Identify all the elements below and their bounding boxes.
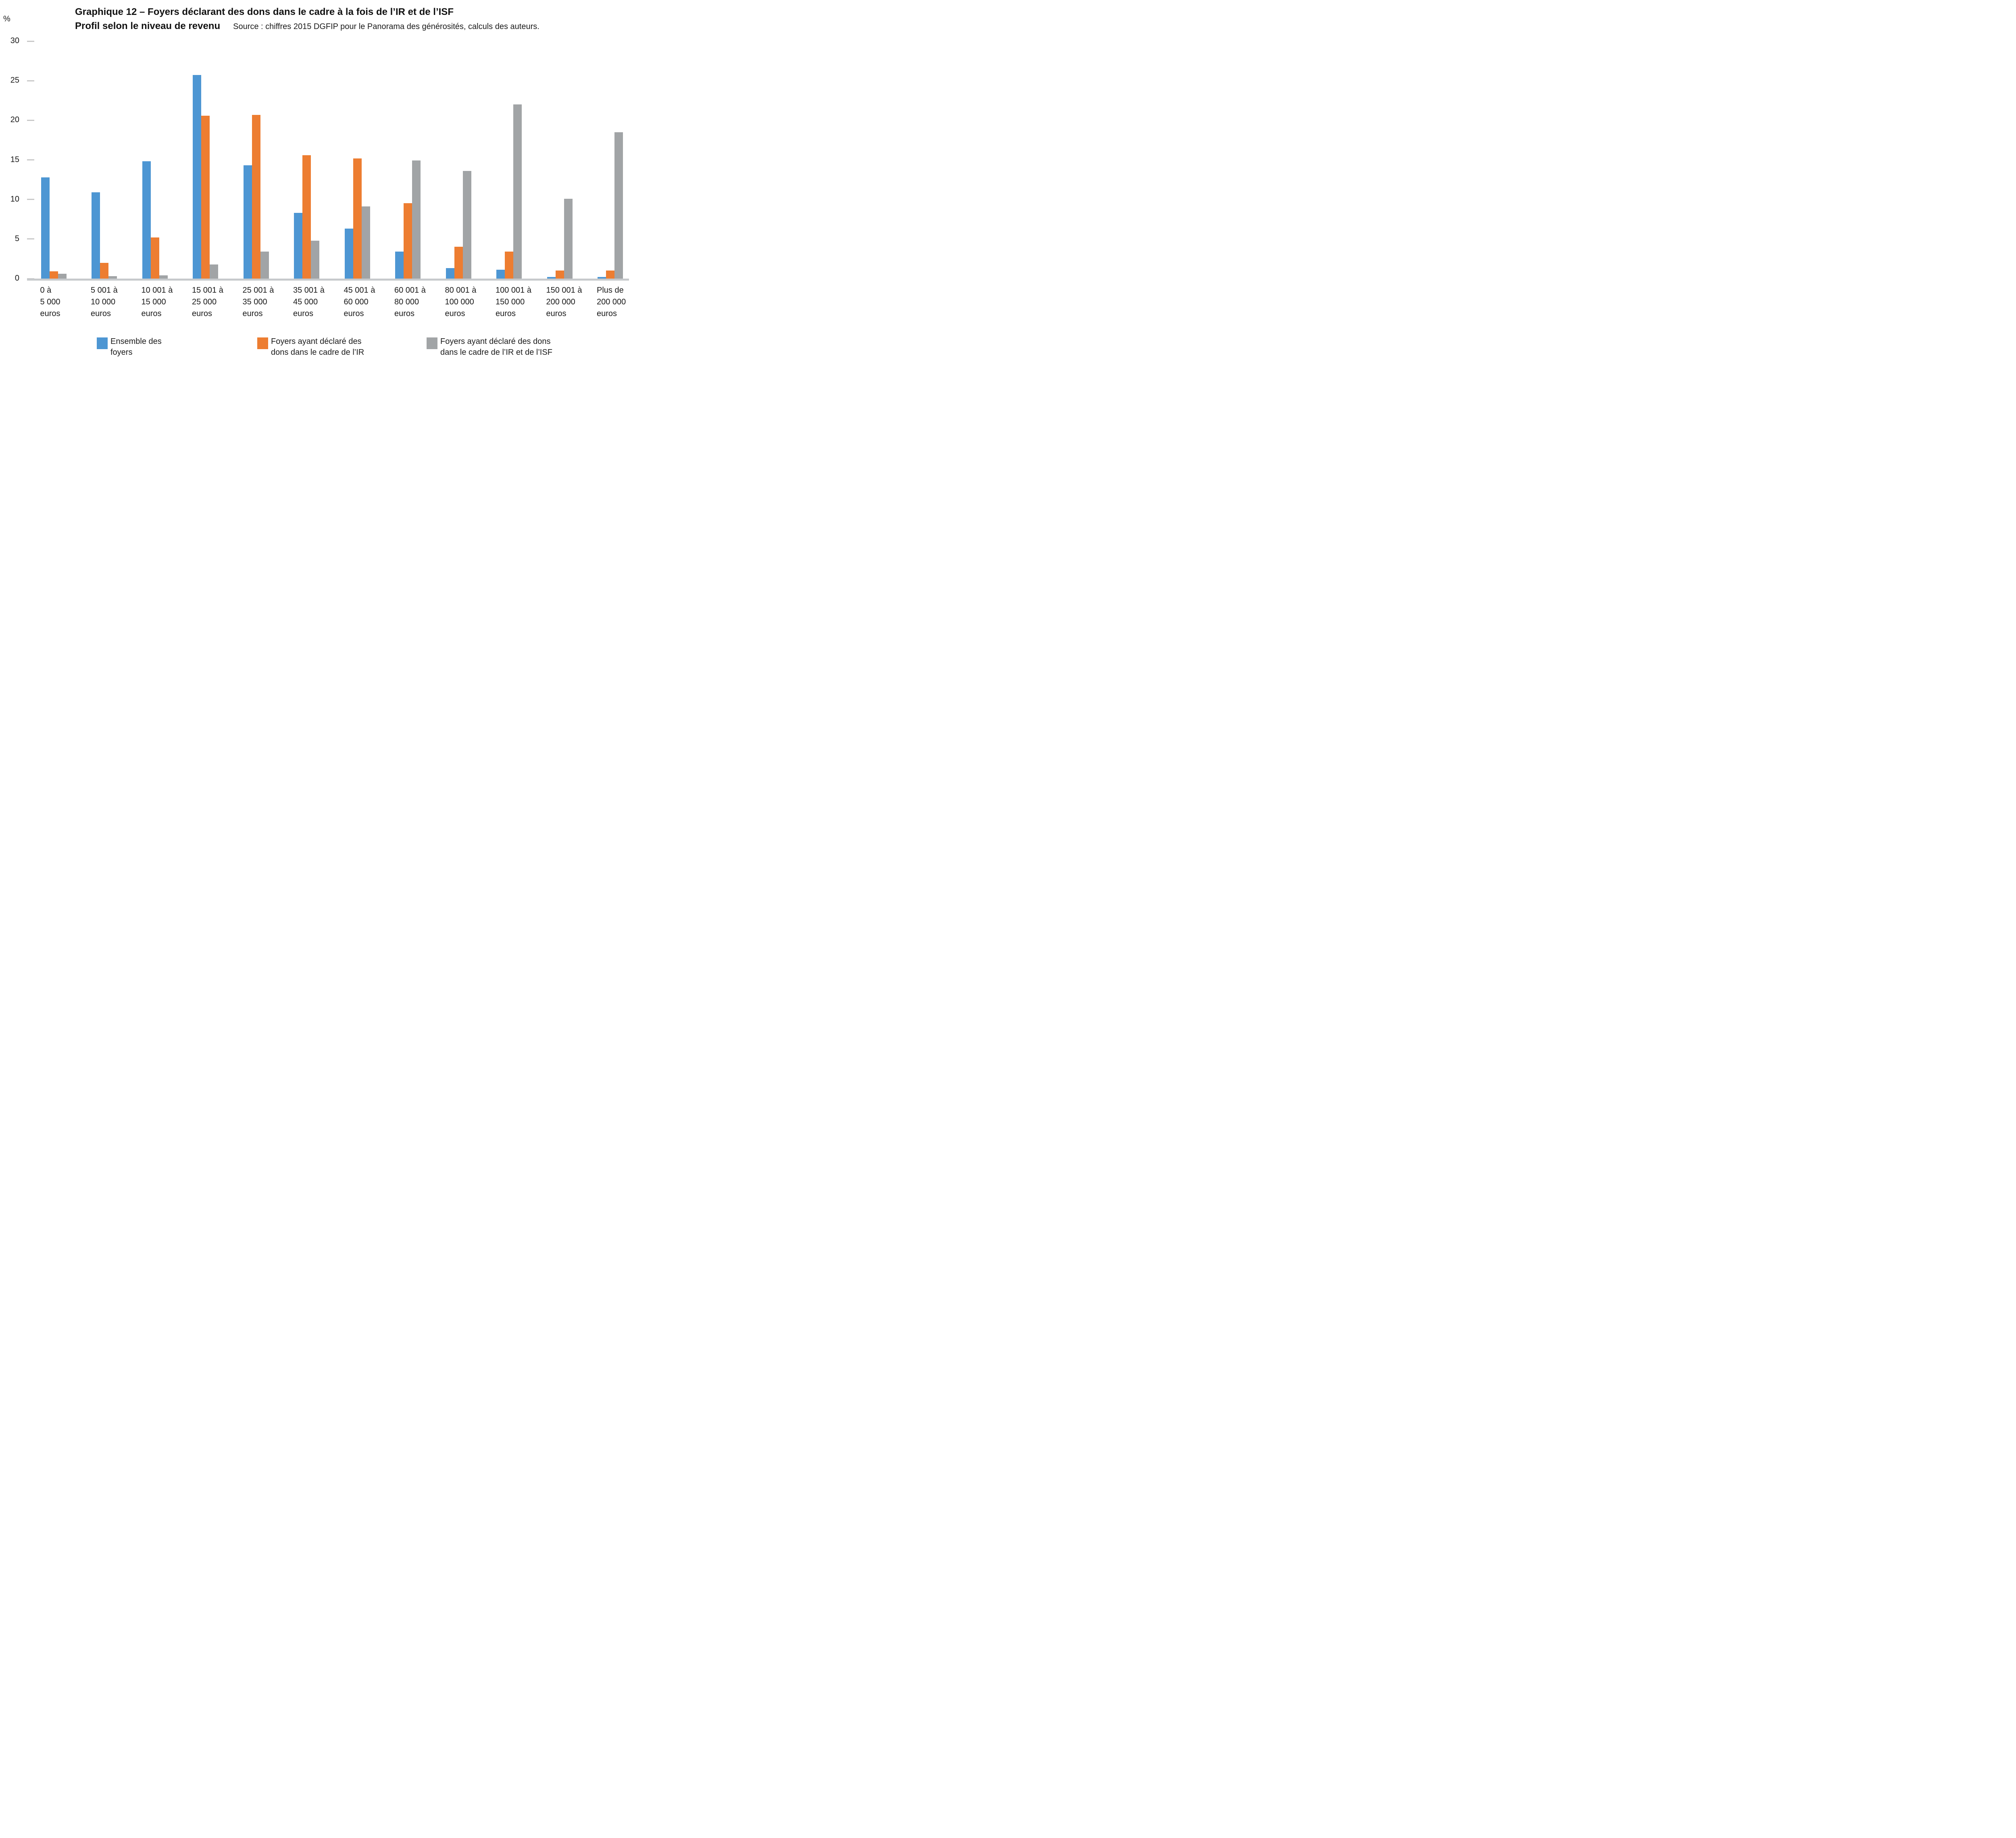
bar-blue-group8 (395, 252, 404, 279)
x-category-label: 80 001 à 100 000 euros (445, 286, 477, 318)
y-tick-label: 30 (10, 36, 19, 46)
x-category-label: 10 001 à 15 000 euros (141, 286, 173, 318)
legend-label: Foyers ayant déclaré des dons dans le cad… (440, 337, 552, 357)
legend-swatch-blue (97, 337, 108, 349)
chart-header: Graphique 12 – Foyers déclarant des dons… (75, 5, 539, 34)
bar-gray-group3 (159, 275, 168, 279)
bar-chart: Graphique 12 – Foyers déclarant des dons… (0, 0, 643, 368)
legend-label: Foyers ayant déclaré des dons dans le cad… (271, 337, 364, 357)
bar-gray-group7 (361, 206, 370, 279)
bar-orange-group4 (201, 115, 210, 279)
x-category-label: 60 001 à 80 000 euros (394, 286, 426, 318)
y-tick-mark (27, 238, 34, 240)
legend-swatch-orange (257, 337, 268, 349)
y-tick-mark (27, 199, 34, 200)
y-tick-label: 20 (10, 115, 19, 125)
y-tick-label: 15 (10, 155, 19, 164)
bar-blue-group5 (243, 165, 252, 279)
legend-swatch-gray (427, 337, 437, 349)
bar-orange-group1 (49, 271, 58, 279)
y-axis-unit-label: % (3, 15, 10, 23)
bar-blue-group12 (598, 277, 606, 279)
chart-subtitle: Profil selon le niveau de revenu (75, 21, 221, 31)
y-tick-mark (27, 80, 34, 81)
bar-orange-group6 (302, 155, 311, 279)
bar-gray-group9 (462, 171, 471, 279)
y-tick-mark (27, 119, 34, 121)
x-category-label: 100 001 à 150 000 euros (496, 286, 531, 318)
y-tick-label: 10 (10, 194, 19, 204)
x-axis-line (27, 279, 629, 281)
bar-blue-group9 (446, 268, 454, 279)
bar-gray-group5 (260, 252, 269, 279)
bar-blue-group7 (344, 229, 353, 279)
bar-blue-group6 (294, 213, 302, 279)
bar-orange-group9 (454, 247, 463, 279)
bar-blue-group3 (142, 161, 151, 279)
bar-blue-group2 (92, 192, 100, 279)
bar-orange-group12 (606, 271, 614, 279)
bar-gray-group4 (210, 264, 218, 279)
chart-title: Graphique 12 – Foyers déclarant des dons… (75, 6, 454, 17)
x-category-label: 35 001 à 45 000 euros (293, 286, 325, 318)
bar-orange-group3 (150, 237, 159, 279)
x-category-label: 150 001 à 200 000 euros (546, 286, 582, 318)
bar-orange-group11 (555, 271, 564, 279)
y-tick-mark (27, 40, 34, 42)
y-tick-mark (27, 159, 34, 160)
bar-gray-group10 (513, 104, 522, 279)
bar-gray-group6 (311, 240, 319, 279)
bar-gray-group11 (564, 198, 573, 279)
bar-orange-group10 (505, 252, 513, 279)
y-tick-label: 5 (15, 234, 19, 243)
x-category-label: 15 001 à 25 000 euros (192, 286, 223, 318)
bar-gray-group2 (108, 276, 117, 279)
x-category-label: Plus de 200 000 euros (597, 286, 626, 318)
y-tick-label: 0 (15, 274, 19, 283)
bar-gray-group12 (614, 132, 623, 279)
y-tick-label: 25 (10, 76, 19, 85)
chart-source: Source : chiffres 2015 DGFIP pour le Pan… (233, 22, 539, 31)
bar-orange-group5 (252, 114, 260, 279)
x-category-label: 25 001 à 35 000 euros (242, 286, 274, 318)
bar-gray-group8 (412, 160, 421, 279)
bar-blue-group4 (193, 75, 201, 279)
bar-orange-group2 (100, 262, 108, 279)
legend-label: Ensemble des foyers (110, 337, 162, 357)
bar-blue-group10 (496, 270, 505, 279)
bar-orange-group8 (404, 203, 412, 279)
bar-blue-group1 (41, 177, 50, 279)
x-category-label: 45 001 à 60 000 euros (344, 286, 375, 318)
bar-blue-group11 (547, 277, 556, 279)
bar-gray-group1 (58, 274, 67, 279)
bar-orange-group7 (353, 158, 362, 279)
x-category-label: 5 001 à 10 000 euros (91, 286, 118, 318)
